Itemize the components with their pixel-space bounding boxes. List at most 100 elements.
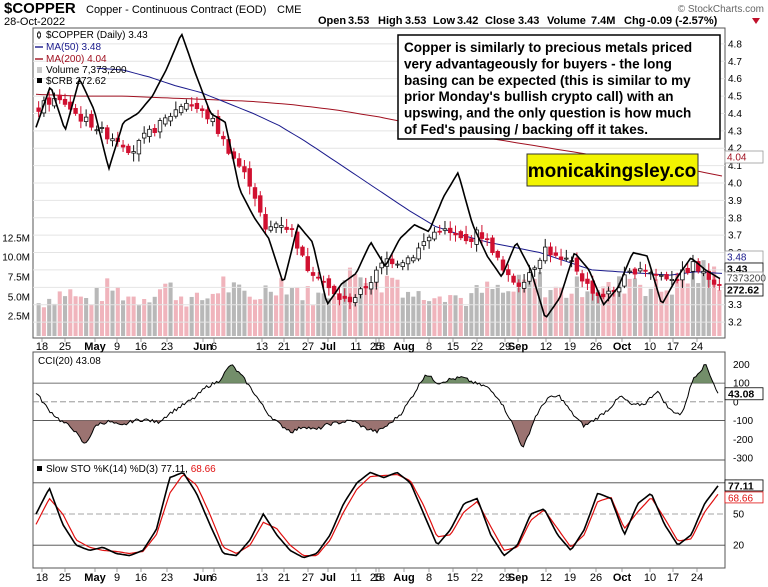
- sto-tick-label: 20: [733, 541, 745, 552]
- candle-body: [711, 279, 717, 285]
- close-value: 3.43: [518, 15, 539, 27]
- volume-bar: [574, 276, 579, 336]
- cci-tick-label: 100: [733, 379, 750, 390]
- candle-body: [521, 281, 527, 289]
- candle-body: [442, 228, 448, 231]
- brand-label: monicakingsley.co: [528, 161, 697, 182]
- close-label: Close: [485, 15, 515, 27]
- high-label: High: [378, 15, 403, 27]
- volume-bar: [62, 296, 68, 336]
- candle-body: [189, 104, 194, 107]
- down-arrow-icon: [752, 18, 760, 24]
- candle-body: [622, 274, 627, 287]
- x-tick-label: 13: [256, 341, 268, 353]
- volume-bar: [311, 305, 316, 336]
- candle-body: [316, 276, 321, 279]
- volume-bar: [226, 292, 231, 336]
- volume-bar: [237, 284, 242, 336]
- volume-bar: [78, 296, 83, 336]
- volume-bar: [627, 278, 632, 336]
- candle-body: [263, 214, 268, 230]
- volume-value: 7.4M: [591, 15, 615, 27]
- candle-body: [194, 102, 200, 110]
- x-tick-label: Sep: [508, 572, 528, 584]
- volume-bar: [89, 304, 94, 336]
- x-tick-label: 21: [278, 572, 290, 584]
- candle-body: [236, 158, 242, 167]
- candle-body: [347, 296, 353, 303]
- candle-body: [73, 107, 78, 114]
- candle-body: [548, 246, 553, 256]
- candle-body: [78, 113, 84, 122]
- candle-body: [553, 252, 558, 256]
- candle-body: [395, 263, 400, 266]
- x-tick-label: 27: [302, 341, 314, 353]
- volume-bar: [464, 305, 469, 336]
- annotation-line: upswing, and the only question is how mu…: [404, 106, 691, 121]
- x-tick-label: 8: [426, 341, 432, 353]
- sto-legend: Slow STO %K(14) %D(3) 77.11, 68.66: [37, 464, 216, 475]
- volume-bar: [184, 306, 189, 336]
- volume-bar: [94, 287, 99, 336]
- volume-bar: [258, 299, 263, 336]
- x-tick-label: Oct: [613, 341, 632, 353]
- candle-body: [579, 273, 585, 282]
- candle-body: [664, 274, 669, 280]
- cci-last-tag: 43.08: [728, 388, 754, 400]
- candle-body: [221, 135, 226, 140]
- candle-body: [601, 293, 606, 298]
- date-label: 28-Oct-2022: [4, 16, 65, 28]
- candle-body: [163, 117, 168, 125]
- candle-body: [258, 195, 263, 213]
- volume-bar: [421, 299, 426, 336]
- volume-bar: [437, 296, 442, 336]
- price-tick-label: 3.2: [728, 318, 742, 329]
- cci-oversold-fill: [36, 420, 718, 447]
- volume-bar: [643, 296, 648, 336]
- symbol-label: $COPPER: [4, 0, 76, 17]
- x-tick-label: 24: [691, 572, 703, 584]
- volume-tick-label: 12.5M: [2, 234, 30, 245]
- volume-bar: [690, 270, 696, 336]
- volume-bar: [485, 281, 490, 336]
- volume-bar: [47, 298, 52, 336]
- volume-tick-label: 10.0M: [2, 253, 30, 264]
- volume-bar: [305, 286, 310, 336]
- volume-bar: [479, 292, 484, 336]
- volume-legend-icon: [37, 67, 42, 73]
- watermark: © StockCharts.com: [678, 4, 764, 15]
- candle-body: [168, 115, 173, 122]
- volume-bar: [553, 286, 558, 336]
- volume-bar: [564, 297, 569, 336]
- volume-bar: [395, 279, 400, 336]
- volume-bar: [474, 285, 479, 336]
- volume-bar: [585, 291, 590, 336]
- candle-body: [701, 270, 706, 274]
- x-tick-label: Oct: [613, 572, 632, 584]
- volume-bar: [559, 287, 564, 336]
- volume-bar: [537, 272, 542, 336]
- x-tick-label: 17: [667, 572, 679, 584]
- candle-body: [57, 94, 62, 101]
- volume-bar: [712, 266, 717, 336]
- candle-body: [632, 268, 638, 275]
- volume-bar: [289, 288, 294, 336]
- volume-bar: [601, 286, 606, 336]
- x-tick-label: 18: [373, 341, 385, 353]
- candle-body: [643, 269, 648, 272]
- candle-body: [495, 251, 500, 258]
- candle-body: [242, 166, 247, 173]
- price-tick-label: 4.3: [728, 126, 742, 137]
- volume-bar: [274, 295, 279, 336]
- x-tick-label: 15: [447, 572, 459, 584]
- high-value: 3.53: [405, 15, 426, 27]
- candle-body: [527, 272, 532, 282]
- volume-bar: [522, 279, 527, 336]
- volume-bar: [664, 290, 669, 336]
- volume-bar: [110, 290, 115, 336]
- volume-bar: [654, 279, 659, 336]
- candle-body: [564, 257, 569, 260]
- annotation-box: [397, 34, 721, 140]
- candle-body: [105, 127, 110, 140]
